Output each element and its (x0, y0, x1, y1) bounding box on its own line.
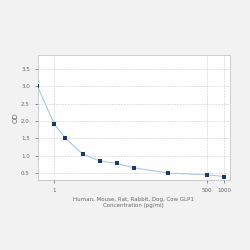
X-axis label: Human, Mouse, Rat, Rabbit, Dog, Cow GLP1
Concentration (pg/ml): Human, Mouse, Rat, Rabbit, Dog, Cow GLP1… (73, 197, 194, 207)
Y-axis label: OD: OD (12, 112, 18, 123)
